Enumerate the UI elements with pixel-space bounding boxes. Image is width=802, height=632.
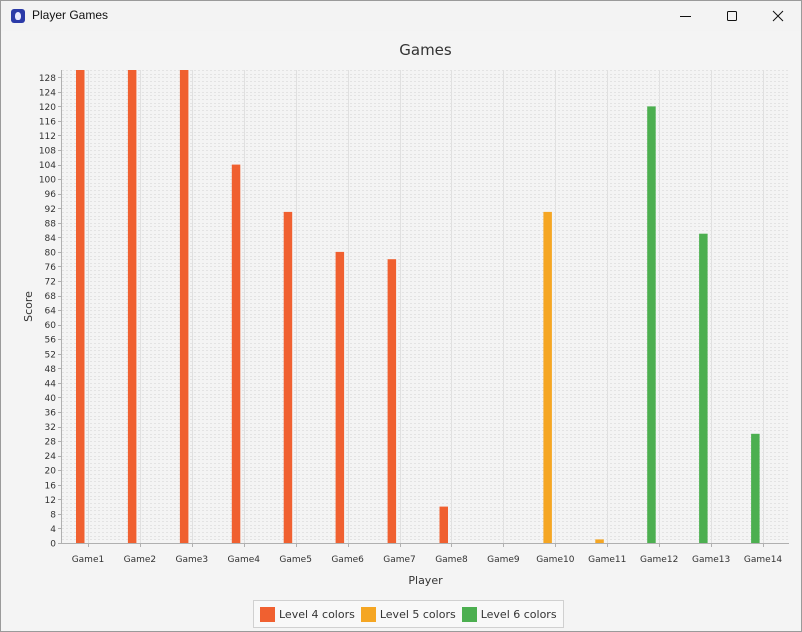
chart-title: Games [399,41,452,59]
x-tick-label: Game3 [176,555,209,565]
bar-level-4-colors [231,164,241,543]
bars [76,70,760,544]
y-tick-label: 4 [50,525,56,535]
x-tick-label: Game6 [331,555,364,565]
y-tick-label: 68 [45,292,57,302]
y-tick-label: 96 [45,190,57,200]
legend-item: Level 4 colors [260,606,355,622]
minimize-button[interactable] [663,1,709,31]
chart-legend: Level 4 colors Level 5 colors Level 6 colo… [253,600,564,628]
bar-level-6-colors [751,433,760,543]
app-icon [11,9,25,23]
y-tick-label: 88 [45,219,57,229]
bar-level-4-colors [283,211,293,543]
bar-level-4-colors [179,70,189,543]
bar-level-5-colors [543,211,552,543]
bar-level-4-colors [127,70,137,543]
bar-chart: Games04812162024283236404448525660646872… [22,41,789,587]
x-axis: Game1 Game2 Game3 Game4 Game5 Game6 Game7 Game8… [72,543,783,565]
legend-label: Level 6 colors [480,607,557,621]
x-tick-label: Game11 [588,555,626,565]
y-tick-label: 32 [45,423,56,433]
close-icon [772,10,784,22]
x-tick-label: Game1 [72,555,105,565]
y-tick-label: 112 [39,132,56,142]
x-tick-label: Game12 [640,555,678,565]
y-tick-label: 12 [45,496,56,506]
title-bar[interactable]: Player Games [1,1,801,31]
minimize-icon [680,16,691,17]
bar-level-5-colors [595,539,604,543]
y-tick-label: 40 [45,394,57,404]
y-tick-label: 124 [39,88,56,98]
window-title: Player Games [32,8,109,22]
y-tick-label: 92 [45,205,56,215]
x-tick-label: Game8 [435,555,468,565]
y-tick-label: 44 [45,379,57,389]
y-tick-label: 56 [45,336,57,346]
y-tick-label: 120 [39,103,56,113]
x-axis-label: Player [408,574,443,587]
bar-level-4-colors [387,259,397,543]
y-tick-label: 8 [50,510,56,520]
legend-item: Level 5 colors [360,606,456,622]
bar-level-6-colors [699,233,708,543]
maximize-button[interactable] [709,1,755,31]
y-tick-label: 52 [45,350,56,360]
bar-level-4-colors [335,251,345,543]
x-tick-label: Game5 [279,555,312,565]
legend-swatch [260,606,275,622]
y-tick-label: 60 [45,321,57,331]
y-tick-label: 128 [39,74,56,84]
vertical-grid [88,70,764,543]
x-tick-label: Game10 [536,555,575,565]
plot-area [62,70,789,543]
y-tick-label: 116 [39,117,56,127]
x-tick-label: Game14 [744,555,783,565]
y-tick-label: 20 [45,467,57,477]
legend-label: Level 5 colors [379,607,456,621]
legend-label: Level 4 colors [279,607,355,621]
x-tick-label: Game9 [487,555,520,565]
bar-level-4-colors [439,506,448,543]
legend-swatch [461,606,477,622]
y-tick-label: 76 [45,263,57,273]
y-tick-label: 28 [45,438,57,448]
y-tick-label: 100 [39,176,56,186]
legend-swatch [360,606,376,622]
y-tick-label: 36 [45,409,57,419]
y-axis: 0481216202428323640444852566064687276808… [39,74,62,550]
legend-item: Level 6 colors [461,606,557,622]
y-tick-label: 16 [45,481,57,491]
x-tick-label: Game2 [124,555,157,565]
x-tick-label: Game7 [383,555,416,565]
maximize-icon [727,11,737,21]
y-tick-label: 48 [45,365,57,375]
y-tick-label: 72 [45,278,56,288]
y-tick-label: 64 [45,307,57,317]
y-tick-label: 108 [39,147,56,157]
y-tick-label: 0 [50,540,56,550]
bar-level-6-colors [647,106,656,544]
y-axis-label: Score [22,291,35,322]
y-tick-label: 24 [45,452,57,462]
close-button[interactable] [755,1,801,31]
y-tick-label: 84 [45,234,57,244]
y-tick-label: 80 [45,248,57,258]
y-tick-label: 104 [39,161,56,171]
bar-level-4-colors [76,70,85,543]
x-tick-label: Game4 [227,555,260,565]
x-tick-label: Game13 [692,555,730,565]
